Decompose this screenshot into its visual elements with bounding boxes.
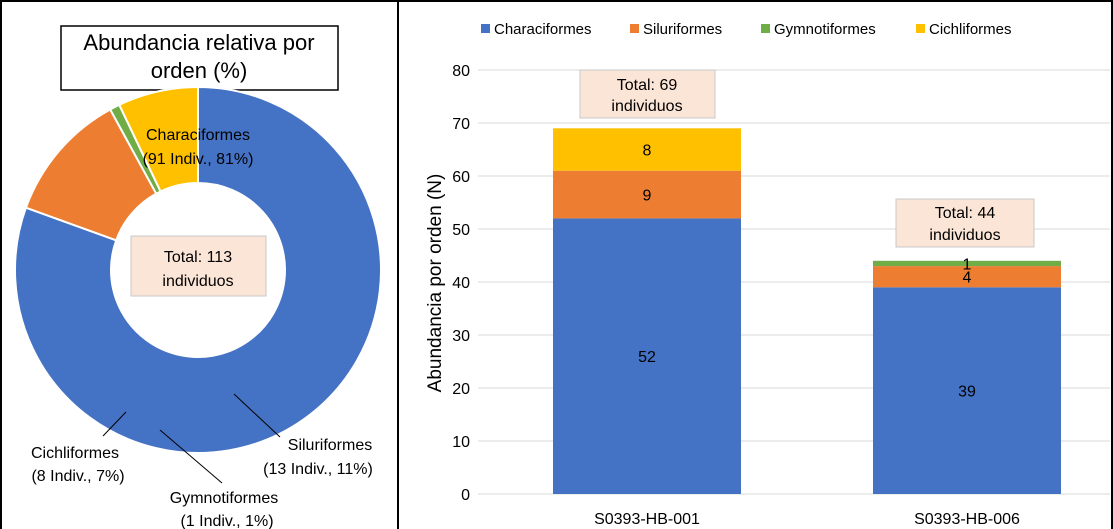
stacked-bar-chart: Characiformes Siluriformes Gymnotiformes… — [425, 21, 1110, 528]
bar-segment-characiformes-1 — [553, 218, 741, 494]
bar-total-box-2 — [895, 198, 1035, 248]
y-tick-label: 20 — [452, 381, 470, 398]
slice-label-siluriformes-value: (13 Indiv., 11%) — [263, 461, 373, 478]
slice-label-cichliformes-name: Cichliformes — [31, 445, 119, 462]
leader-line-cichliformes — [102, 411, 127, 437]
y-tick-label: 80 — [452, 63, 470, 80]
legend: Characiformes Siluriformes Gymnotiformes… — [481, 21, 1012, 38]
donut-slice-cichliformes — [117, 85, 199, 193]
legend-label-gymnotiformes: Gymnotiformes — [774, 21, 876, 38]
y-tick-label: 70 — [452, 116, 470, 133]
data-label: 9 — [643, 188, 652, 205]
bar-segment-siluriformes-2 — [873, 266, 1061, 288]
leader-line-siluriformes — [233, 393, 281, 438]
slice-label-characiformes-value: (91 Indiv., 81%) — [143, 151, 254, 168]
donut-slices — [14, 85, 382, 454]
data-label: 39 — [958, 384, 976, 401]
bar-segment-cichliformes-1 — [553, 128, 741, 171]
pie-total-box — [130, 235, 267, 297]
bar-total-1-line-2: individuos — [611, 98, 682, 115]
legend-label-siluriformes: Siluriformes — [643, 21, 722, 38]
bar-segment-siluriformes-1 — [553, 170, 741, 219]
data-label: 4 — [963, 270, 972, 287]
pie-total-line-2: individuos — [162, 273, 233, 290]
x-tick-label: S0393-HB-006 — [914, 511, 1020, 528]
y-axis-ticks: 0 10 20 30 40 50 60 70 80 — [452, 63, 470, 504]
bar-total-1-line-1: Total: 69 — [617, 77, 678, 94]
donut-chart: Abundancia relativa por orden (%) Total:… — [14, 25, 382, 529]
y-tick-label: 30 — [452, 328, 470, 345]
legend-label-cichliformes: Cichliformes — [929, 21, 1012, 38]
data-label: 8 — [643, 143, 652, 160]
y-tick-label: 10 — [452, 434, 470, 451]
pie-title-line-2: orden (%) — [151, 58, 248, 83]
data-label: 52 — [638, 349, 656, 366]
slice-label-characiformes-name: Characiformes — [146, 127, 250, 144]
slice-label-cichliformes-value: (8 Indiv., 7%) — [31, 468, 124, 485]
legend-swatch-characiformes — [481, 24, 490, 33]
bar-total-2-line-1: Total: 44 — [935, 205, 996, 222]
legend-swatch-siluriformes — [630, 24, 639, 33]
bars: 52 9 8 39 41 — [553, 128, 1061, 494]
x-axis-ticks: S0393-HB-001 S0393-HB-006 — [594, 511, 1020, 528]
slice-label-gymnotiformes-name: Gymnotiformes — [170, 490, 278, 507]
legend-label-characiformes: Characiformes — [494, 21, 592, 38]
legend-swatch-cichliformes — [916, 24, 925, 33]
x-tick-label: S0393-HB-001 — [594, 511, 700, 528]
donut-slice-characiformes — [14, 85, 382, 454]
y-tick-label: 0 — [461, 487, 470, 504]
y-axis-title: Abundancia por orden (N) — [425, 174, 446, 393]
y-tick-label: 50 — [452, 222, 470, 239]
bar-total-box-1 — [579, 69, 716, 119]
bar-segment-gymnotiformes-2 — [873, 260, 1061, 267]
pie-title-box — [60, 25, 339, 91]
bar-total-2-line-2: individuos — [929, 227, 1000, 244]
data-label: 1 — [963, 256, 972, 273]
slice-label-gymnotiformes-value: (1 Indiv., 1%) — [180, 513, 273, 529]
leader-line-gymnotiformes — [159, 429, 223, 484]
pie-title-line-1: Abundancia relativa por — [83, 30, 314, 55]
pie-total-line-1: Total: 113 — [164, 249, 232, 266]
y-tick-label: 60 — [452, 169, 470, 186]
y-tick-label: 40 — [452, 275, 470, 292]
slice-label-siluriformes-name: Siluriformes — [288, 437, 372, 454]
legend-swatch-gymnotiformes — [761, 24, 770, 33]
bar-segment-characiformes-2 — [873, 287, 1061, 494]
